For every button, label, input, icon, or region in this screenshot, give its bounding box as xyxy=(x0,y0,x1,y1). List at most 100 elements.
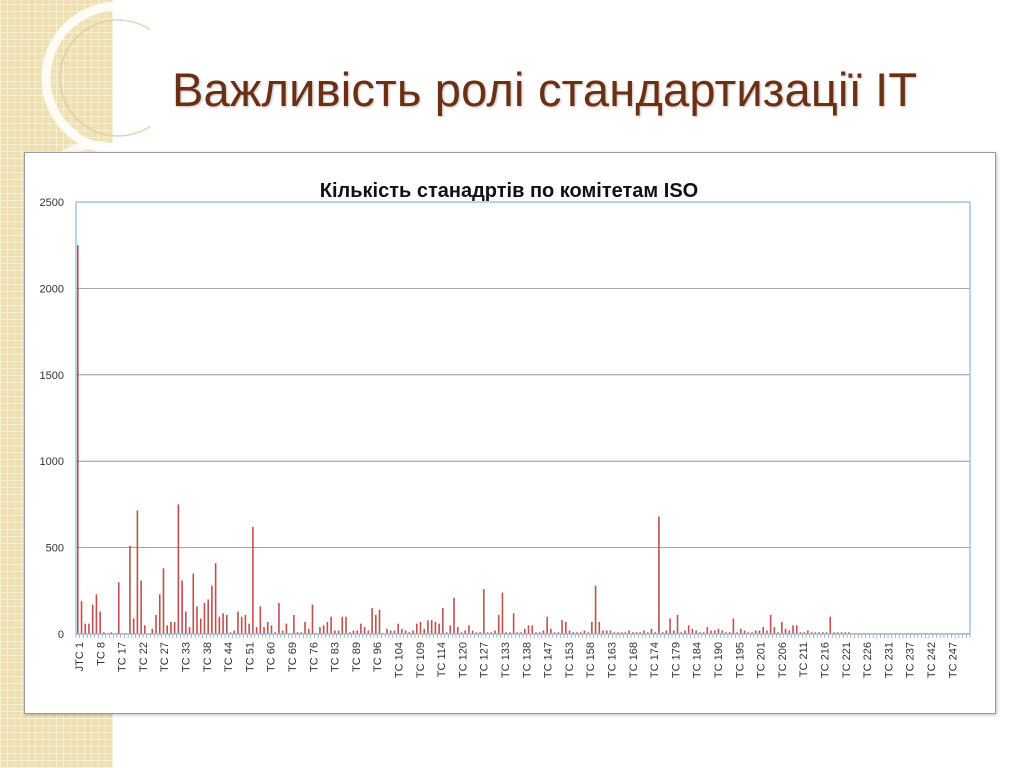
chart-bar xyxy=(840,632,843,634)
chart-bar xyxy=(822,632,824,634)
chart-bar xyxy=(654,632,656,634)
chart-bar xyxy=(542,630,545,634)
x-tick-label: TC 206 xyxy=(777,642,789,678)
chart-bar xyxy=(170,621,172,634)
y-tick-label: 2500 xyxy=(40,197,64,209)
chart-bar xyxy=(479,632,481,634)
chart-bar xyxy=(524,628,526,634)
chart-bar xyxy=(617,632,619,634)
chart-bar xyxy=(322,625,325,634)
y-tick-label: 0 xyxy=(58,629,64,641)
chart-bar xyxy=(408,632,411,634)
chart-frame: Кількість станадртів по комітетам ISO 0 5… xyxy=(24,152,996,714)
chart-bar xyxy=(516,632,519,634)
chart-bar xyxy=(203,602,206,634)
chart-bar xyxy=(728,632,731,634)
x-tick-label: TC 83 xyxy=(330,642,342,672)
chart-bar xyxy=(389,630,392,634)
chart-bar xyxy=(609,630,612,634)
chart-bar xyxy=(751,632,753,634)
chart-bar xyxy=(684,630,686,634)
chart-bar xyxy=(781,621,783,634)
chart-bar xyxy=(818,632,820,634)
chart-bar xyxy=(766,630,768,634)
chart-bar xyxy=(520,632,522,634)
chart-bar xyxy=(412,630,414,634)
x-tick-label: JTC 1 xyxy=(74,642,86,671)
chart-bar xyxy=(825,632,828,634)
chart-bar xyxy=(304,621,306,634)
chart-bar xyxy=(293,614,295,634)
x-tick-label: TC 247 xyxy=(947,642,959,678)
chart-bar xyxy=(468,625,470,634)
chart-bar xyxy=(509,632,511,634)
chart-bar xyxy=(266,621,269,634)
x-tick-label: TC 179 xyxy=(670,642,682,678)
x-tick-label: TC 120 xyxy=(457,642,469,678)
chart-bar xyxy=(311,604,314,634)
chart-bar xyxy=(177,504,180,634)
chart-bar xyxy=(747,632,750,634)
chart-bar xyxy=(427,620,429,634)
chart-bar xyxy=(773,627,776,634)
chart-bar xyxy=(237,611,239,634)
x-tick-label: TC 38 xyxy=(202,642,214,672)
chart-bar xyxy=(620,632,623,634)
chart-bar xyxy=(829,616,832,634)
chart-bar xyxy=(695,630,697,634)
chart-bar xyxy=(557,632,560,634)
chart-bar xyxy=(572,632,575,634)
chart-bar xyxy=(568,630,571,634)
chart-bar xyxy=(185,611,187,634)
chart-bar xyxy=(434,621,437,634)
chart-bar xyxy=(103,632,105,634)
x-tick-label: TC 195 xyxy=(734,642,746,678)
chart-bar xyxy=(300,632,303,634)
chart-bar xyxy=(661,632,664,634)
chart-bar xyxy=(356,630,358,634)
chart-bar xyxy=(367,630,370,634)
chart-bar xyxy=(691,628,694,634)
chart-bar xyxy=(307,628,310,634)
chart-bars xyxy=(77,245,969,634)
chart-bar xyxy=(84,623,87,634)
chart-bar xyxy=(576,632,578,634)
chart-bar xyxy=(397,623,399,634)
chart-bar xyxy=(430,620,433,634)
chart-bar xyxy=(319,627,321,634)
chart-bar xyxy=(158,594,161,634)
chart-bar xyxy=(371,608,373,634)
chart-bar xyxy=(233,630,236,634)
x-tick-label: TC 17 xyxy=(117,642,129,672)
chart-bar xyxy=(117,582,120,634)
chart-bar xyxy=(527,625,530,634)
chart-bar xyxy=(144,625,146,634)
chart-bar xyxy=(579,632,582,634)
chart-bar xyxy=(229,632,232,634)
chart-bar xyxy=(438,623,440,634)
chart-bar xyxy=(624,632,627,634)
chart-bar xyxy=(732,618,735,634)
x-tick-label: TC 158 xyxy=(585,642,597,678)
x-tick-label: TC 22 xyxy=(138,642,150,672)
chart-bar xyxy=(341,616,344,634)
chart-bar xyxy=(639,632,642,634)
chart-bar xyxy=(594,585,597,634)
chart-bar xyxy=(836,632,839,634)
chart-bar xyxy=(211,585,213,634)
chart-bar xyxy=(218,616,221,634)
chart-bar xyxy=(725,632,727,634)
chart-bar xyxy=(512,613,515,634)
x-tick-label: TC 96 xyxy=(372,642,384,672)
chart-bar xyxy=(415,623,418,634)
x-tick-label: TC 133 xyxy=(500,642,512,678)
chart-bar xyxy=(419,621,422,634)
chart-bar xyxy=(665,630,668,634)
chart-bar xyxy=(110,632,113,634)
chart-bar xyxy=(591,621,593,634)
chart-bar xyxy=(494,630,496,634)
chart-bar xyxy=(833,632,835,634)
x-tick-label: TC 211 xyxy=(798,642,810,677)
chart-bar xyxy=(564,621,567,634)
x-axis-tick-labels: JTC 1 TC 8 TC 17 TC 22 TC 27 TC 33 TC 38 TC 44 T… xyxy=(74,634,971,678)
